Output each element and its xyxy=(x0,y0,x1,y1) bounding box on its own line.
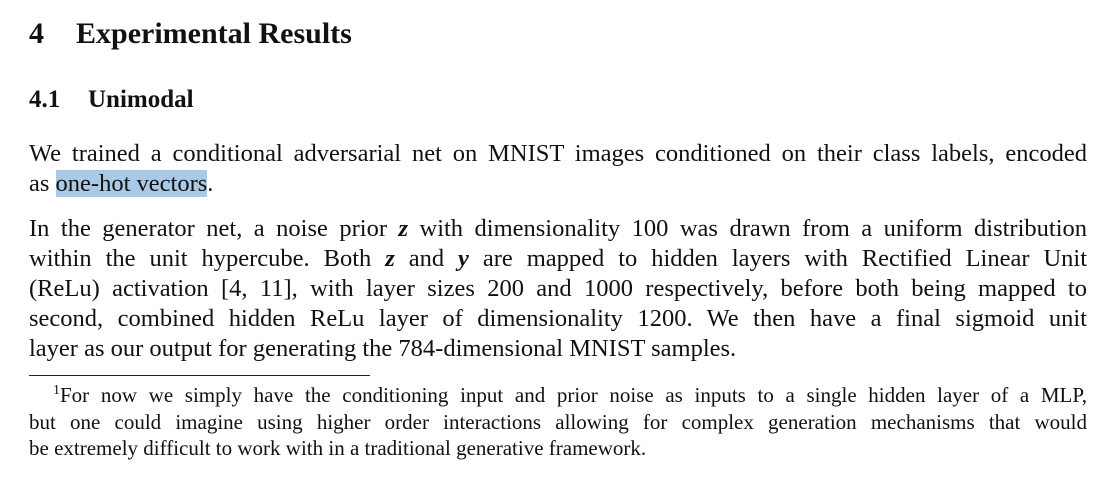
section-title: Experimental Results xyxy=(76,17,352,50)
footnote-divider xyxy=(29,375,370,376)
footnote-mark: 1 xyxy=(53,383,60,398)
text-fragment: within the unit hypercube. Both xyxy=(29,245,386,272)
text-fragment: . xyxy=(207,170,214,197)
subsection-heading: 4.1 Unimodal xyxy=(29,84,194,116)
paragraph-2-line-1: In the generator net, a noise prior z wi… xyxy=(29,214,1087,244)
paragraph-2: In the generator net, a noise prior z wi… xyxy=(29,214,1087,364)
text-fragment: are mapped to hidden layers with Rectifi… xyxy=(468,245,1088,272)
footnote-line-3: be extremely difficult to work with in a… xyxy=(29,436,647,460)
text-fragment: with dimensionality 100 was drawn from a… xyxy=(408,215,1087,242)
footnote-line-2: but one could imagine using higher order… xyxy=(29,409,1087,434)
section-heading: 4 Experimental Results xyxy=(29,14,352,54)
math-variable-z: z xyxy=(385,245,395,272)
selected-text-highlight[interactable]: one-hot vectors xyxy=(55,170,208,197)
paragraph-2-line-3: (ReLu) activation [4, 11], with layer si… xyxy=(29,275,1087,302)
paragraph-2-line-5: layer as our output for generating the 7… xyxy=(29,335,737,362)
section-number: 4 xyxy=(29,17,44,50)
math-variable-y: y xyxy=(458,245,469,272)
paragraph-1: We trained a conditional adversarial net… xyxy=(29,139,1087,199)
text-fragment: and xyxy=(394,245,459,272)
footnote-line-1: 1For now we simply have the conditioning… xyxy=(29,382,1087,409)
math-variable-z: z xyxy=(398,215,409,242)
text-fragment: For now we simply have the conditioning … xyxy=(60,383,1087,407)
text-fragment: as xyxy=(29,170,56,197)
subsection-title: Unimodal xyxy=(88,86,194,113)
footnote: 1For now we simply have the conditioning… xyxy=(29,382,1087,462)
paragraph-1-line-1: We trained a conditional adversarial net… xyxy=(29,140,1087,167)
text-fragment: In the generator net, a noise prior xyxy=(29,215,399,242)
paragraph-2-line-4: second, combined hidden ReLu layer of di… xyxy=(29,305,1087,332)
paragraph-1-line-2: as one-hot vectors. xyxy=(29,169,1087,199)
paragraph-2-line-2: within the unit hypercube. Both z and y … xyxy=(29,244,1087,274)
subsection-number: 4.1 xyxy=(29,86,61,113)
